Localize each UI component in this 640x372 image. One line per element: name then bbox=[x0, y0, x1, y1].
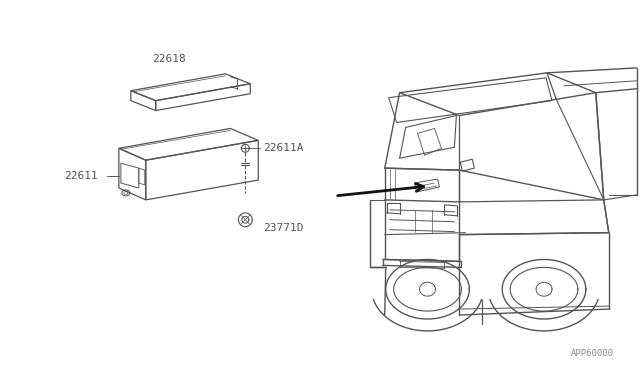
Text: 22611: 22611 bbox=[64, 171, 98, 181]
Text: 23771D: 23771D bbox=[263, 223, 304, 233]
Text: APP60000: APP60000 bbox=[571, 349, 614, 358]
Text: 22611A: 22611A bbox=[263, 143, 304, 153]
Text: 22618: 22618 bbox=[152, 54, 186, 64]
